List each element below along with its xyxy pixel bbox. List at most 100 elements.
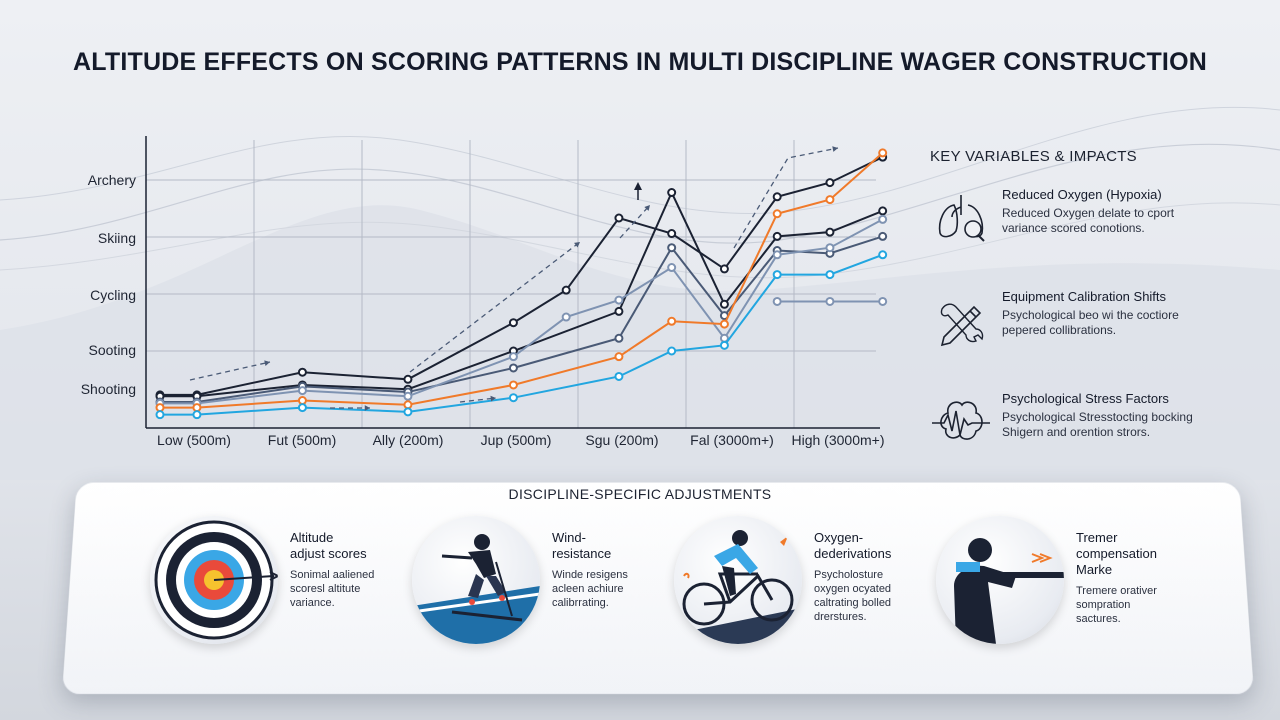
data-point [193, 411, 200, 418]
data-point [615, 308, 622, 315]
y-category-label: Shooting [81, 381, 136, 397]
data-point [510, 394, 517, 401]
data-point [826, 298, 833, 305]
data-point [774, 271, 781, 278]
adjustment-shooting: Tremer compensation Marke Tremere orativ… [936, 516, 1236, 656]
data-point [826, 196, 833, 203]
data-point [510, 364, 517, 371]
y-category-label: Sooting [89, 342, 136, 358]
data-point [615, 214, 622, 221]
data-point [193, 404, 200, 411]
data-point [404, 408, 411, 415]
key-variable-hypoxia: Reduced Oxygen (Hypoxia) Reduced Oxygen … [930, 187, 1260, 283]
adjustment-desc: Sonimal aaliened scoresl altitute varian… [290, 568, 430, 610]
adjustment-title: Wind- resistance [552, 530, 692, 562]
data-point [774, 251, 781, 258]
data-point [668, 244, 675, 251]
trend-arrow [190, 362, 270, 380]
data-point [615, 353, 622, 360]
marksman-icon [936, 516, 1064, 644]
archery-target-icon [150, 516, 278, 644]
data-point [668, 318, 675, 325]
skier-icon [412, 516, 540, 644]
key-variable-title: Equipment Calibration Shifts [1002, 289, 1260, 304]
key-variable-title: Reduced Oxygen (Hypoxia) [1002, 187, 1260, 202]
y-category-label: Skiing [98, 230, 136, 246]
data-point [721, 342, 728, 349]
data-point [510, 381, 517, 388]
data-point [879, 298, 886, 305]
data-point [879, 233, 886, 240]
key-variable-title: Psychological Stress Factors [1002, 391, 1260, 406]
data-point [879, 149, 886, 156]
key-variable-desc: Reduced Oxygen delate to cport variance … [1002, 206, 1260, 236]
key-variables-section: KEY VARIABLES & IMPACTS Reduced Oxygen (… [930, 148, 1260, 487]
data-point [668, 230, 675, 237]
data-point [615, 373, 622, 380]
trend-arrow [410, 242, 580, 372]
data-point [826, 244, 833, 251]
data-point [879, 216, 886, 223]
up-arrow-head [634, 182, 642, 190]
data-point [299, 387, 306, 394]
x-tick-label: Fut (500m) [268, 432, 336, 448]
adjustment-title: Oxygen- dederivations [814, 530, 954, 562]
adjustment-cycling: Oxygen- dederivations Psycholosture oxyg… [674, 516, 964, 656]
adjustment-title: Altitude adjust scores [290, 530, 430, 562]
pencil-wrench-icon [930, 289, 992, 351]
data-point [299, 404, 306, 411]
data-point [668, 189, 675, 196]
trend-arrow-head [264, 360, 270, 366]
data-point [774, 210, 781, 217]
data-point [404, 401, 411, 408]
data-point [563, 314, 570, 321]
adjustments-heading: DISCIPLINE-SPECIFIC ADJUSTMENTS [0, 486, 1280, 502]
trend-arrow [620, 205, 650, 238]
data-point [774, 233, 781, 240]
chart-series [157, 146, 887, 418]
trend-arrow-head [832, 146, 838, 152]
key-variable-desc: Psychological beo wi the coctiore pepere… [1002, 308, 1260, 338]
adjustment-desc: Tremere orativer sompration sactures. [1076, 584, 1216, 626]
data-point [721, 265, 728, 272]
data-point [299, 369, 306, 376]
data-point [563, 287, 570, 294]
data-point [826, 229, 833, 236]
data-point [826, 179, 833, 186]
adjustment-desc: Psycholosture oxygen ocyated caltrating … [814, 568, 954, 624]
data-point [615, 335, 622, 342]
x-tick-label: Low (500m) [157, 432, 231, 448]
data-point [721, 301, 728, 308]
lungs-icon [930, 187, 992, 249]
data-point [157, 411, 164, 418]
x-tick-label: Ally (200m) [373, 432, 444, 448]
series-line [160, 219, 883, 403]
data-point [299, 397, 306, 404]
data-point [668, 348, 675, 355]
y-category-label: Archery [88, 172, 136, 188]
key-variable-stress: Psychological Stress Factors Psychologic… [930, 391, 1260, 487]
data-point [879, 207, 886, 214]
y-category-label: Cycling [90, 287, 136, 303]
data-point [774, 193, 781, 200]
adjustment-archery: Altitude adjust scores Sonimal aaliened … [150, 516, 440, 656]
key-variable-desc: Psychological Stresstocting bocking Shig… [1002, 410, 1260, 440]
adjustment-desc: Winde resigens acleen achiure calibrrati… [552, 568, 692, 610]
data-point [510, 353, 517, 360]
x-tick-label: Fal (3000m+) [690, 432, 774, 448]
x-tick-label: Sgu (200m) [585, 432, 658, 448]
x-tick-label: High (3000m+) [792, 432, 885, 448]
key-variables-heading: KEY VARIABLES & IMPACTS [930, 148, 1260, 165]
series-line [160, 153, 883, 408]
cyclist-icon [674, 516, 802, 644]
adjustment-title: Tremer compensation Marke [1076, 530, 1216, 578]
data-point [879, 251, 886, 258]
x-tick-label: Jup (500m) [481, 432, 552, 448]
data-point [615, 297, 622, 304]
data-point [510, 319, 517, 326]
key-variable-equipment: Equipment Calibration Shifts Psychologic… [930, 289, 1260, 385]
adjustment-skiing: Wind- resistance Winde resigens acleen a… [412, 516, 702, 656]
data-point [826, 271, 833, 278]
data-point [404, 376, 411, 383]
data-point [404, 393, 411, 400]
